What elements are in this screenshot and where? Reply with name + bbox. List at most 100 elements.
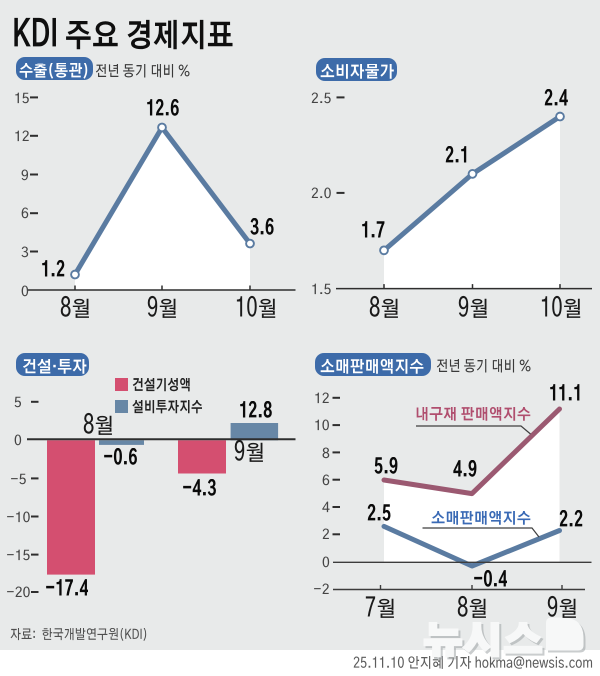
y-tick-label: 12 [14, 130, 30, 144]
y-tick-label: -20 [6, 586, 30, 600]
data-point-marker [379, 245, 389, 256]
y-tick-label: 5 [14, 396, 22, 410]
y-tick-dash [332, 533, 340, 536]
chart-exports-subtitle: 전년 동기 대비 % [95, 64, 190, 79]
data-point-marker [555, 111, 565, 122]
area-under-line [384, 116, 560, 289]
y-tick-label: 4 [322, 501, 330, 515]
bottom-white-strip [0, 650, 600, 676]
y-tick-label: 2.5 [311, 92, 331, 106]
data-point-marker [245, 238, 255, 249]
x-month-label: 10월 [540, 295, 582, 321]
legend-label-facility: 설비투자지수 [131, 400, 203, 415]
value-label: -0.4 [473, 569, 508, 591]
y-tick-dash [31, 553, 39, 556]
value-label: 1.7 [361, 221, 385, 242]
y-tick-dash [332, 478, 340, 481]
value-label: 12.6 [146, 98, 180, 120]
value-label: -17.4 [45, 579, 89, 600]
y-tick-dash [30, 173, 38, 176]
data-point-marker [157, 122, 167, 133]
series-label-leader-line [416, 425, 531, 435]
series-line [381, 406, 562, 497]
y-tick-dash [30, 134, 38, 137]
y-tick-label: 0 [322, 556, 330, 570]
y-tick-label: 2.0 [311, 187, 331, 201]
credit-line: 25.11.10 안지혜 기자 hokma@newsis.com [353, 656, 593, 671]
y-tick-label: 8 [322, 447, 330, 461]
newsis-watermark: 뉴시스 [423, 622, 543, 661]
y-tick-dash [336, 96, 345, 99]
series-label-retail: 소매판매액지수 [431, 511, 531, 527]
y-tick-dash [332, 396, 340, 399]
chart-construction-badge-label: 건설·투자 [22, 359, 87, 376]
chart-retail-badge-label: 소매판매액지수 [320, 359, 424, 376]
bar [230, 423, 279, 441]
y-tick-label: 10 [314, 419, 330, 433]
data-point-marker [70, 269, 80, 280]
y-tick-dash [31, 591, 39, 593]
y-tick-label: -10 [6, 511, 30, 525]
value-label: -4.3 [182, 479, 217, 500]
y-tick-dash [332, 424, 340, 427]
y-tick-label: 0 [21, 285, 29, 299]
y-tick-dash [30, 250, 38, 253]
value-label: 3.6 [249, 218, 274, 239]
legend-label-construction: 건설기성액 [132, 378, 191, 393]
y-tick-label: 6 [21, 207, 29, 221]
value-label: 1.2 [41, 259, 65, 281]
y-tick-dash [31, 515, 39, 518]
chart-exports-badge [15, 57, 93, 81]
chart-cpi-badge-label: 소비자물가 [320, 63, 394, 81]
x-month-label: 9월 [234, 439, 265, 465]
x-month-label: 7월 [365, 595, 396, 621]
value-label: 2.4 [544, 88, 569, 110]
y-tick-dash [336, 191, 345, 194]
y-tick-dash [30, 212, 38, 215]
value-label: 4.9 [453, 459, 477, 481]
y-tick-label: -5 [10, 473, 27, 487]
x-month-label: 10월 [235, 295, 277, 321]
area-under-line [384, 409, 560, 563]
value-label: -0.6 [103, 447, 138, 469]
value-label: 11.1 [549, 384, 582, 405]
legend-swatch-facility [115, 399, 128, 413]
y-tick-label: 9 [21, 169, 29, 183]
x-month-label: 9월 [458, 295, 489, 321]
newsis-logo-icon [546, 617, 584, 651]
x-month-label: 9월 [147, 295, 178, 321]
series-label-durables: 내구재 판매액지수 [415, 406, 531, 423]
chart-retail-subtitle: 전년 동기 대비 % [436, 359, 531, 374]
y-tick-dash [332, 506, 340, 508]
bar [47, 440, 95, 575]
y-tick-label: 1.5 [311, 283, 331, 297]
y-tick-label: 0 [14, 434, 22, 448]
area-under-line [75, 127, 250, 290]
y-tick-label: 15 [14, 92, 30, 106]
y-tick-dash [332, 451, 340, 454]
data-point-marker [467, 169, 478, 179]
chart-retail-badge [314, 353, 431, 377]
value-label: 2.5 [367, 503, 391, 525]
value-label: 2.2 [559, 510, 583, 531]
value-label: 2.1 [445, 145, 469, 167]
legend-swatch-construction [115, 377, 128, 391]
x-month-label: 9월 [547, 595, 578, 621]
bar [99, 440, 144, 445]
source-note: 자료: 한국개발연구원(KDI) [10, 627, 148, 642]
y-tick-dash [31, 400, 39, 403]
x-month-label: 8월 [457, 595, 488, 621]
page-title: KDI 주요 경제지표 [12, 17, 234, 53]
y-tick-dash [30, 96, 38, 99]
x-month-label: 8월 [369, 295, 400, 321]
series-label-leader-line [422, 527, 540, 538]
y-tick-label: 12 [314, 392, 330, 406]
x-month-label: 8월 [83, 412, 114, 438]
series-line [381, 523, 562, 569]
y-tick-dash [31, 477, 39, 480]
value-label: 5.9 [374, 456, 398, 478]
chart-exports-badge-label: 수출(통관) [19, 63, 89, 80]
y-tick-label: 2 [322, 528, 330, 542]
